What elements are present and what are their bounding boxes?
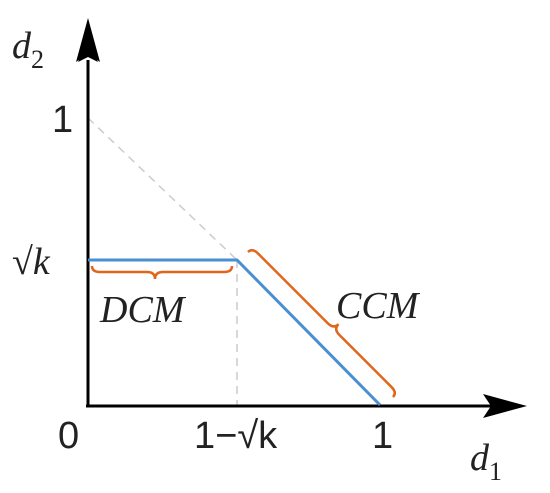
dcm-brace bbox=[90, 265, 234, 280]
y-axis-letter: d bbox=[12, 25, 32, 67]
x-tick-one: 1 bbox=[372, 415, 393, 457]
boundary-curve bbox=[88, 258, 382, 407]
guide-diagonal bbox=[87, 117, 238, 261]
x-axis-letter: d bbox=[470, 437, 490, 479]
x-arrow bbox=[483, 394, 527, 418]
y-tick-knee: √k bbox=[12, 241, 51, 283]
y-axis-label: d2 bbox=[12, 25, 44, 74]
x-tick-knee: 1−√k bbox=[194, 415, 278, 457]
dcm-label: DCM bbox=[99, 289, 187, 331]
y-axis-subscript: 2 bbox=[31, 45, 44, 74]
y-tick-one: 1 bbox=[52, 99, 73, 141]
x-axis-label: d1 bbox=[470, 437, 502, 486]
x-axis-subscript: 1 bbox=[489, 457, 502, 486]
y-arrow bbox=[76, 18, 100, 62]
x-tick-origin: 0 bbox=[58, 415, 79, 457]
ccm-label: CCM bbox=[336, 285, 421, 327]
